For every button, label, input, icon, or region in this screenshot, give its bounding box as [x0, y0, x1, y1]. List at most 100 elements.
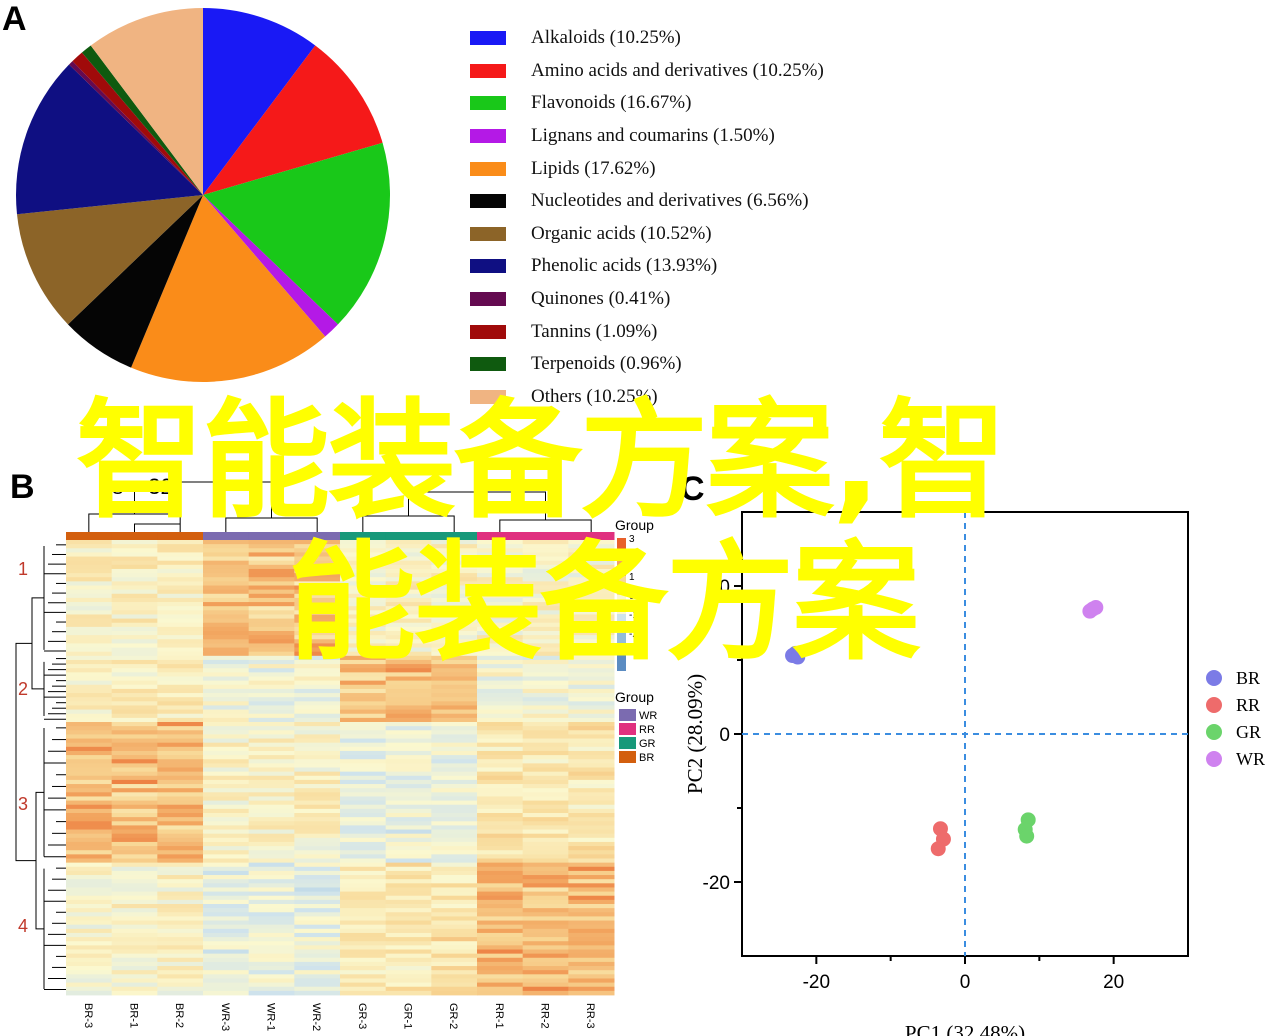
heatmap-cell [568, 846, 615, 851]
scatter-legend-label: BR [1236, 668, 1260, 688]
heatmap-cell [157, 684, 204, 690]
heatmap-cell [248, 568, 295, 574]
heatmap-cell [294, 949, 341, 955]
heatmap-cell [385, 759, 432, 764]
heatmap-cell [111, 912, 158, 917]
heatmap-cell [340, 990, 387, 996]
heatmap-cell [294, 891, 341, 897]
heatmap-cell [385, 709, 432, 715]
heatmap-cell [340, 974, 387, 979]
heatmap-cell [477, 726, 524, 731]
legend-swatch [470, 194, 506, 209]
heatmap-cell [111, 829, 158, 835]
heatmap-cell [111, 817, 158, 822]
heatmap-cell [294, 779, 341, 785]
heatmap-cell [568, 932, 615, 938]
heatmap-cell [340, 953, 387, 959]
heatmap-cell [66, 825, 113, 830]
heatmap-cell [248, 618, 295, 624]
heatmap-cell [477, 548, 524, 553]
heatmap-cell [248, 957, 295, 963]
heatmap-cell [203, 966, 250, 971]
heatmap-cell [568, 693, 615, 698]
heatmap-cell [477, 821, 524, 826]
heatmap-cell [203, 618, 250, 624]
heatmap-cell [340, 647, 387, 653]
heatmap-cell [340, 891, 387, 897]
heatmap-cell [203, 568, 250, 574]
heatmap-cell [385, 796, 432, 801]
heatmap-cell [111, 974, 158, 979]
heatmap-cell [385, 775, 432, 781]
heatmap-cell [431, 647, 478, 653]
scatter-legend-marker [1206, 751, 1222, 767]
legend-swatch [470, 292, 506, 307]
heatmap-cell [248, 585, 295, 591]
heatmap-cell [522, 597, 569, 603]
pie-slice [203, 142, 390, 325]
heatmap-cell [340, 684, 387, 690]
heatmap-cell [66, 647, 113, 653]
heatmap-cell [568, 597, 615, 603]
heatmap-cell [385, 875, 432, 880]
heatmap-cell [157, 705, 204, 710]
heatmap-cell [248, 804, 295, 810]
heatmap-cell [111, 941, 158, 946]
heatmap-cell [203, 879, 250, 884]
heatmap-cell [568, 854, 615, 859]
heatmap-cell [568, 817, 615, 822]
heatmap-cell [203, 651, 250, 657]
heatmap-cell [340, 577, 387, 582]
heatmap-cell [203, 866, 250, 872]
legend-swatch [470, 259, 506, 274]
heatmap-cell [66, 597, 113, 603]
scatter-point [1019, 828, 1035, 844]
heatmap-cell [385, 767, 432, 773]
heatmap-cell [568, 966, 615, 971]
pca-scatter-chart: -20 0 20 -20 0 20 PC1 (32.48%) PC2 (28.09%) BR RR… [683, 511, 1265, 1036]
heatmap-cell [522, 552, 569, 557]
heatmap-cell [477, 833, 524, 839]
heatmap-cell [157, 775, 204, 781]
heatmap-cell [111, 879, 158, 884]
heatmap-cell [385, 556, 432, 562]
heatmap-cell [340, 937, 387, 942]
heatmap-cell [522, 817, 569, 822]
heatmap-cell [248, 866, 295, 872]
heatmap-cell [248, 560, 295, 566]
heatmap-cell [294, 664, 341, 669]
heatmap-cell [111, 676, 158, 682]
heatmap-cell [111, 870, 158, 876]
heatmap-cell [477, 746, 524, 752]
heatmap-cell [66, 800, 113, 806]
heatmap-cell [294, 841, 341, 847]
heatmap-cell [294, 746, 341, 752]
heatmap-cell [340, 730, 387, 735]
heatmap-cell [340, 734, 387, 739]
legend-label: Phenolic acids (13.93%) [531, 255, 718, 277]
heatmap-cell [522, 701, 569, 706]
heatmap-cell [340, 784, 387, 789]
heatmap-cell [294, 626, 341, 632]
heatmap-cell [477, 796, 524, 801]
cluster-label: 1 [18, 559, 28, 579]
heatmap-cell [340, 602, 387, 607]
scatter-legend-label: WR [1236, 749, 1265, 769]
heatmap-cell [568, 560, 615, 566]
heatmap-cell [477, 986, 524, 992]
heatmap-cell [203, 804, 250, 810]
heatmap-cell [385, 618, 432, 624]
heatmap-cell [157, 676, 204, 682]
heatmap-cell [157, 792, 204, 797]
heatmap-cell [385, 651, 432, 657]
heatmap-cell [157, 717, 204, 723]
heatmap-cell [66, 850, 113, 855]
heatmap-cell [294, 895, 341, 901]
heatmap-cell [203, 589, 250, 595]
heatmap-cell [568, 713, 615, 719]
heatmap-cell [111, 647, 158, 653]
heatmap-cell [431, 631, 478, 636]
heatmap-cell [294, 986, 341, 992]
heatmap-cell [248, 808, 295, 814]
heatmap-cell [203, 626, 250, 632]
